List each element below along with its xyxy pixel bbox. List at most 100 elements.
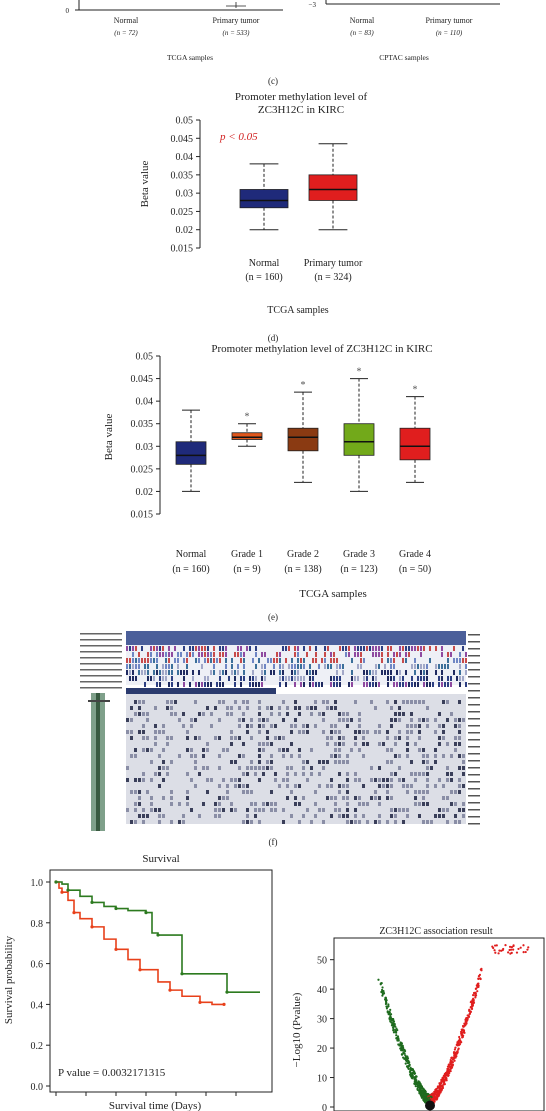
heat-cell: [156, 646, 158, 651]
heat-cell: [285, 682, 287, 687]
volcano-point: [464, 1018, 467, 1021]
matrix-cell: [190, 808, 193, 812]
volcano-point: [454, 1054, 457, 1058]
stat-tick: [468, 676, 480, 678]
f-left-labels: [80, 633, 122, 702]
heat-cell: [141, 646, 143, 651]
heat-cell: [264, 652, 266, 657]
matrix-cell: [446, 778, 449, 782]
g-xlabel: Survival time (Days): [109, 1100, 202, 1111]
heat-cell: [252, 658, 254, 663]
matrix-cell: [242, 784, 245, 788]
matrix-cell: [306, 730, 309, 734]
matrix-cell: [286, 706, 289, 710]
volcano-point: [501, 949, 504, 952]
matrix-cell: [158, 772, 161, 776]
matrix-cell: [454, 718, 457, 722]
matrix-cell: [186, 796, 189, 800]
matrix-cell: [418, 802, 421, 806]
heat-cell: [465, 682, 467, 687]
matrix-cell: [366, 802, 369, 806]
matrix-cell: [374, 706, 377, 710]
heat-cell: [198, 658, 200, 663]
heat-cell: [327, 646, 329, 651]
heat-cell: [339, 646, 341, 651]
matrix-cell: [338, 790, 341, 794]
volcano-point: [411, 1071, 415, 1075]
volcano-point: [438, 1088, 441, 1091]
heat-cell: [135, 676, 137, 681]
matrix-cell: [394, 772, 397, 776]
heat-cell: [324, 646, 326, 651]
volcano-point: [453, 1048, 457, 1051]
heat-cell: [321, 658, 323, 663]
c-left-n-tumor: (n = 533): [223, 29, 251, 37]
volcano-point: [427, 1096, 431, 1099]
matrix-cell: [194, 760, 197, 764]
y-tick-label: 0.035: [171, 170, 194, 181]
matrix-cell: [138, 706, 141, 710]
matrix-cell: [338, 712, 341, 716]
heat-cell: [336, 682, 338, 687]
matrix-cell: [310, 748, 313, 752]
heat-cell: [246, 646, 248, 651]
matrix-cell: [438, 808, 441, 812]
matrix-cell: [270, 790, 273, 794]
heat-cell: [129, 676, 131, 681]
matrix-cell: [390, 724, 393, 728]
heat-cell: [369, 646, 371, 651]
matrix-cell: [142, 778, 145, 782]
heat-cell: [279, 676, 281, 681]
e-boxes: * * * *: [175, 367, 431, 492]
y-tick-label: 0.02: [176, 225, 194, 236]
matrix-cell: [250, 802, 253, 806]
matrix-cell: [298, 802, 301, 806]
volcano-point: [497, 952, 500, 955]
heat-cell: [360, 664, 362, 669]
row-label-line: [80, 687, 122, 689]
matrix-cell: [318, 808, 321, 812]
tick-zero: 0: [66, 7, 70, 15]
matrix-cell: [270, 760, 273, 764]
matrix-cell: [142, 772, 145, 776]
matrix-cell: [306, 724, 309, 728]
matrix-cell: [462, 814, 465, 818]
volcano-point: [383, 998, 387, 1001]
matrix-cell: [338, 754, 341, 758]
matrix-cell: [278, 706, 281, 710]
heat-cell: [375, 646, 377, 651]
matrix-cell: [126, 778, 129, 782]
matrix-cell: [370, 700, 373, 704]
matrix-cell: [458, 790, 461, 794]
matrix-cell: [326, 706, 329, 710]
heat-cell: [309, 670, 311, 675]
matrix-cell: [254, 808, 257, 812]
volcano-point: [414, 1077, 417, 1080]
volcano-point: [448, 1068, 451, 1071]
volcano-point: [442, 1083, 445, 1086]
volcano-point: [392, 1028, 395, 1031]
volcano-point: [445, 1071, 448, 1074]
matrix-cell: [310, 820, 313, 824]
volcano-point: [400, 1053, 404, 1056]
matrix-cell: [458, 742, 461, 746]
heat-cell: [138, 652, 140, 657]
stat-tick: [468, 711, 480, 713]
volcano-point: [441, 1076, 445, 1079]
box-grade-1: [231, 432, 263, 440]
heat-cell: [195, 682, 197, 687]
heat-cell: [402, 676, 404, 681]
heat-cell: [225, 652, 227, 657]
heat-cell: [435, 646, 437, 651]
matrix-cell: [206, 766, 209, 770]
matrix-cell: [442, 814, 445, 818]
matrix-cell: [134, 820, 137, 824]
heat-cell: [447, 664, 449, 669]
heat-cell: [306, 652, 308, 657]
heat-cell: [414, 682, 416, 687]
matrix-cell: [386, 760, 389, 764]
matrix-cell: [170, 700, 173, 704]
censor-mark: [144, 911, 148, 915]
heat-cell: [387, 658, 389, 663]
heat-cell: [393, 664, 395, 669]
